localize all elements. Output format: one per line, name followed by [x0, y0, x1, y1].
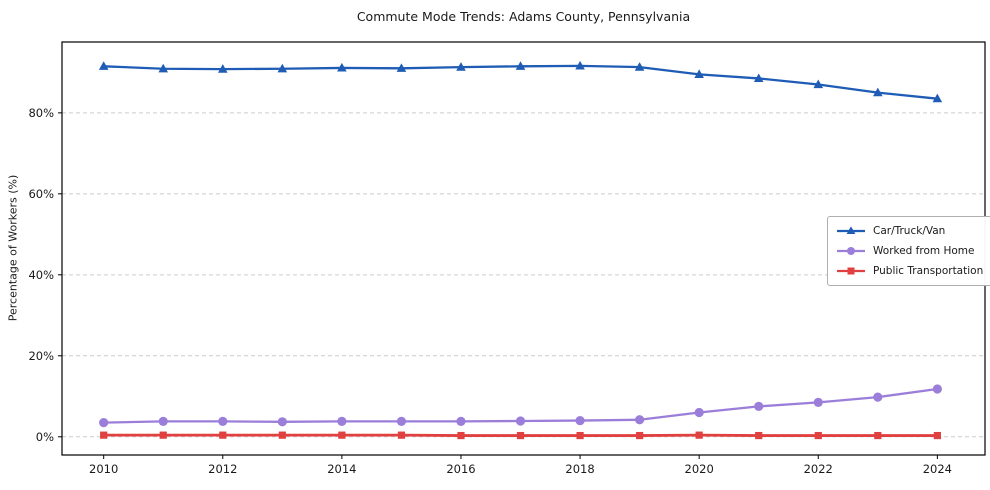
x-tick-label: 2014 — [327, 462, 356, 476]
y-tick-label: 20% — [28, 349, 54, 363]
line-square-marker-icon — [837, 267, 865, 275]
y-tick-label: 40% — [28, 268, 54, 282]
line-circle-marker-icon — [837, 247, 865, 255]
legend-label-worked-from-home: Worked from Home — [873, 245, 975, 257]
line-triangle-marker-icon — [837, 226, 865, 234]
x-tick-label: 2020 — [685, 462, 714, 476]
series-car-truck-van — [98, 60, 943, 103]
x-tick-label: 2010 — [89, 462, 118, 476]
x-tick-label: 2024 — [923, 462, 952, 476]
y-tick-label: 80% — [28, 106, 54, 120]
legend: Car/Truck/Van Worked from Home Public Tr… — [827, 216, 990, 286]
y-tick-label: 60% — [28, 187, 54, 201]
x-tick-label: 2012 — [208, 462, 237, 476]
x-tick-label: 2018 — [565, 462, 594, 476]
legend-item-worked-from-home: Worked from Home — [836, 244, 983, 258]
legend-item-public-transportation: Public Transportation — [836, 264, 983, 278]
series-worked-from-home — [99, 384, 942, 428]
y-tick-label: 0% — [36, 430, 54, 444]
legend-label-public-transportation: Public Transportation — [873, 265, 984, 277]
legend-item-car-truck-van: Car/Truck/Van — [836, 224, 983, 238]
legend-label-car-truck-van: Car/Truck/Van — [873, 225, 946, 237]
x-tick-label: 2022 — [804, 462, 833, 476]
axis-ticks: 2010 2012 2014 2016 2018 2020 2022 2024 0% 20% 40%… — [28, 106, 952, 476]
series-public-transportation — [100, 431, 941, 440]
chart-title: Commute Mode Trends: Adams County, Penns… — [356, 9, 691, 24]
x-tick-label: 2016 — [446, 462, 475, 476]
